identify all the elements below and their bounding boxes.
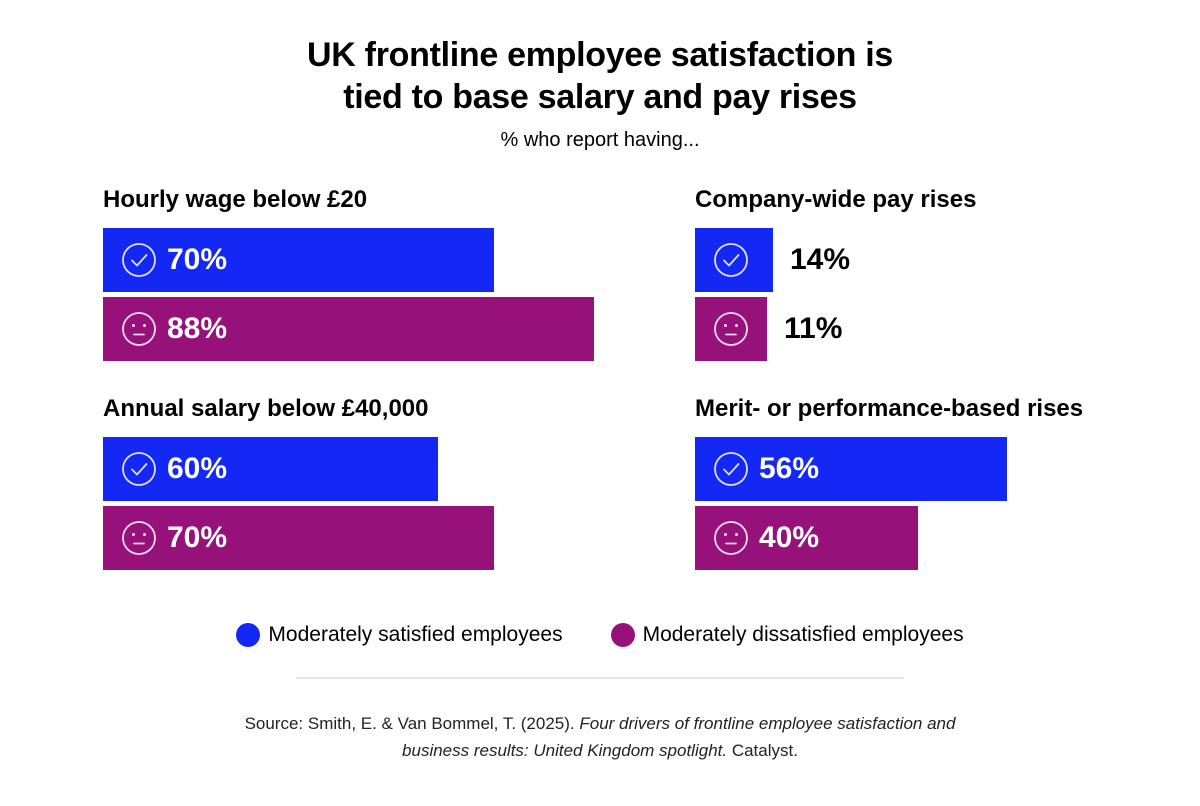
data-label: 70%	[167, 521, 228, 554]
source-prefix: Source: Smith, E. & Van Bommel, T. (2025…	[244, 714, 580, 733]
source-title-part-2: business results: United Kingdom spotlig…	[402, 741, 728, 760]
neutral-face-icon	[122, 312, 156, 346]
check-circle-icon	[714, 452, 748, 486]
data-label: 88%	[167, 312, 228, 345]
neutral-face-icon	[714, 312, 748, 346]
panel-company-wide-pay-rises: Company-wide pay rises 14% 11%	[695, 185, 1200, 385]
bar-dissatisfied	[695, 297, 767, 361]
bar-satisfied	[103, 228, 494, 292]
chart-subtitle: % who report having...	[500, 129, 700, 151]
panel-title: Hourly wage below £20	[103, 186, 368, 213]
panel-annual-salary: Annual salary below £40,000 60% 70%	[103, 394, 623, 594]
neutral-face-icon	[714, 521, 748, 555]
bar-dissatisfied	[103, 297, 594, 361]
panel-title: Company-wide pay rises	[695, 186, 977, 213]
bar-satisfied	[695, 228, 773, 292]
legend-swatch-satisfied	[236, 623, 261, 647]
data-label: 60%	[167, 452, 228, 485]
data-label: 40%	[759, 521, 820, 554]
check-circle-icon	[122, 243, 156, 277]
legend-item-dissatisfied: Moderately dissatisfied employees	[610, 620, 964, 650]
chart-title-line-2: tied to base salary and pay rises	[343, 78, 857, 116]
source-citation: Source: Smith, E. & Van Bommel, T. (2025…	[0, 710, 1200, 764]
panel-title: Annual salary below £40,000	[103, 395, 429, 422]
data-label: 14%	[790, 243, 851, 276]
legend-label-dissatisfied: Moderately dissatisfied employees	[642, 623, 964, 646]
check-circle-icon	[714, 243, 748, 277]
check-circle-icon	[122, 452, 156, 486]
neutral-face-icon	[122, 521, 156, 555]
legend-label-satisfied: Moderately satisfied employees	[268, 623, 563, 646]
bar-dissatisfied	[695, 506, 918, 570]
legend: Moderately satisfied employees Moderatel…	[0, 620, 1200, 650]
bar-satisfied	[695, 437, 1007, 501]
data-label: 56%	[759, 452, 820, 485]
source-suffix: Catalyst.	[727, 741, 798, 760]
legend-item-satisfied: Moderately satisfied employees	[236, 620, 563, 650]
panel-hourly-wage: Hourly wage below £20 70% 88%	[103, 185, 623, 385]
data-label: 70%	[167, 243, 228, 276]
data-label: 11%	[784, 312, 843, 345]
panel-merit-based-rises: Merit- or performance-based rises 56% 40%	[695, 394, 1200, 594]
source-title-part-1: Four drivers of frontline employee satis…	[579, 714, 956, 733]
chart-title: UK frontline employee satisfaction is ti…	[0, 34, 1200, 118]
divider	[296, 677, 904, 679]
bar-dissatisfied	[103, 506, 494, 570]
legend-swatch-dissatisfied	[610, 623, 635, 647]
chart-title-line-1: UK frontline employee satisfaction is	[307, 36, 893, 74]
source-line-2: business results: United Kingdom spotlig…	[0, 737, 1200, 764]
panel-title: Merit- or performance-based rises	[695, 395, 1084, 422]
bar-satisfied	[103, 437, 438, 501]
